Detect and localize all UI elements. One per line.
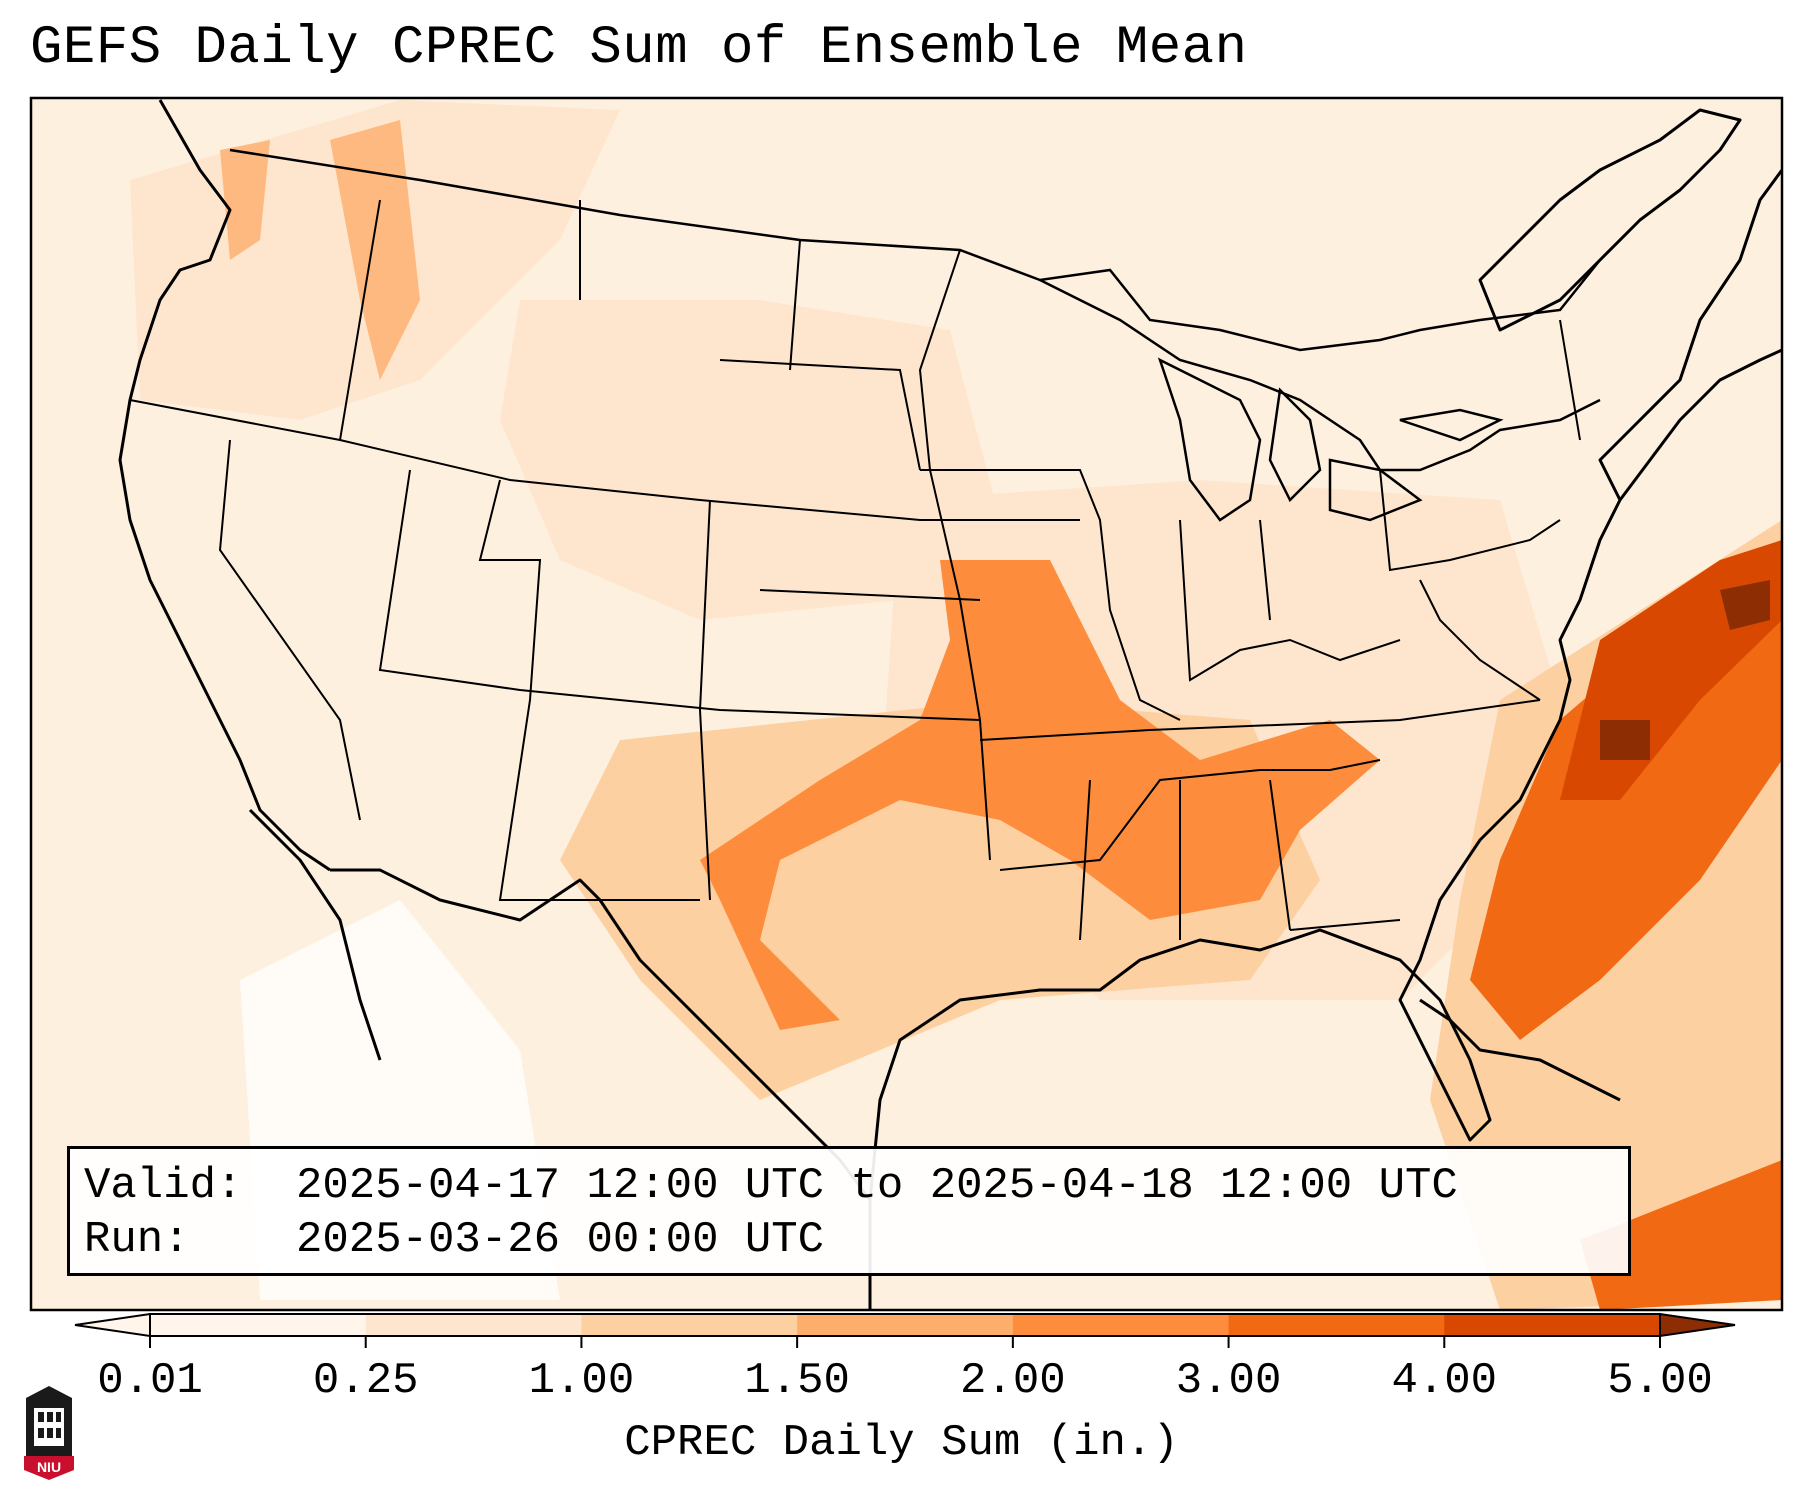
colorbar-tick-label: 5.00 — [1607, 1356, 1713, 1406]
colorbar-segment — [150, 1314, 367, 1336]
colorbar-segment — [1228, 1314, 1445, 1336]
colorbar-outline — [149, 1313, 1661, 1337]
colorbar-tick-label: 3.00 — [1176, 1356, 1282, 1406]
colorbar-segment — [1012, 1314, 1230, 1336]
info-box: Valid: 2025-04-17 12:00 UTC to 2025-04-18… — [67, 1146, 1631, 1276]
colorbar-segment — [365, 1314, 582, 1336]
state-lines — [129, 199, 1581, 941]
colorbar-extend-min — [74, 1312, 151, 1338]
logo-text: NIU — [37, 1459, 61, 1475]
map-area — [31, 98, 1782, 1310]
colorbar: 0.01 0.25 1.00 1.50 2.00 3.00 4.00 5.00 — [74, 1312, 1736, 1406]
run-value: 2025-03-26 00:00 UTC — [296, 1215, 825, 1265]
colorbar-tick-label: 2.00 — [960, 1356, 1066, 1406]
colorbar-segment — [581, 1314, 798, 1336]
map-title: GEFS Daily CPREC Sum of Ensemble Mean — [30, 18, 1248, 79]
colorbar-tick-label: 0.01 — [97, 1356, 203, 1406]
colorbar-extend-max — [1659, 1312, 1736, 1338]
valid-label: Valid: — [84, 1161, 243, 1211]
colorbar-segment — [1444, 1314, 1661, 1336]
colorbar-tick-label: 1.00 — [529, 1356, 635, 1406]
borders — [229, 148, 1601, 522]
map-frame — [29, 96, 1784, 1312]
colorbar-tick-label: 1.50 — [744, 1356, 850, 1406]
niu-logo: NIU — [24, 1386, 74, 1480]
colorbar-tick-label: 0.25 — [313, 1356, 419, 1406]
colorbar-label: CPREC Daily Sum (in.) — [624, 1418, 1179, 1468]
coastlines — [118, 99, 1782, 1310]
colorbar-tick-label: 4.00 — [1391, 1356, 1497, 1406]
valid-value: 2025-04-17 12:00 UTC to 2025-04-18 12:00… — [296, 1161, 1458, 1211]
precip-shading — [31, 98, 1782, 1310]
run-label: Run: — [84, 1215, 190, 1265]
colorbar-segment — [797, 1314, 1014, 1336]
